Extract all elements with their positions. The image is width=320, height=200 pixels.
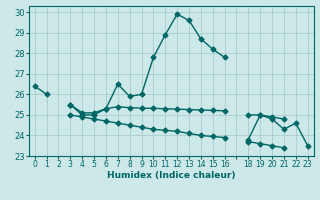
- X-axis label: Humidex (Indice chaleur): Humidex (Indice chaleur): [107, 171, 236, 180]
